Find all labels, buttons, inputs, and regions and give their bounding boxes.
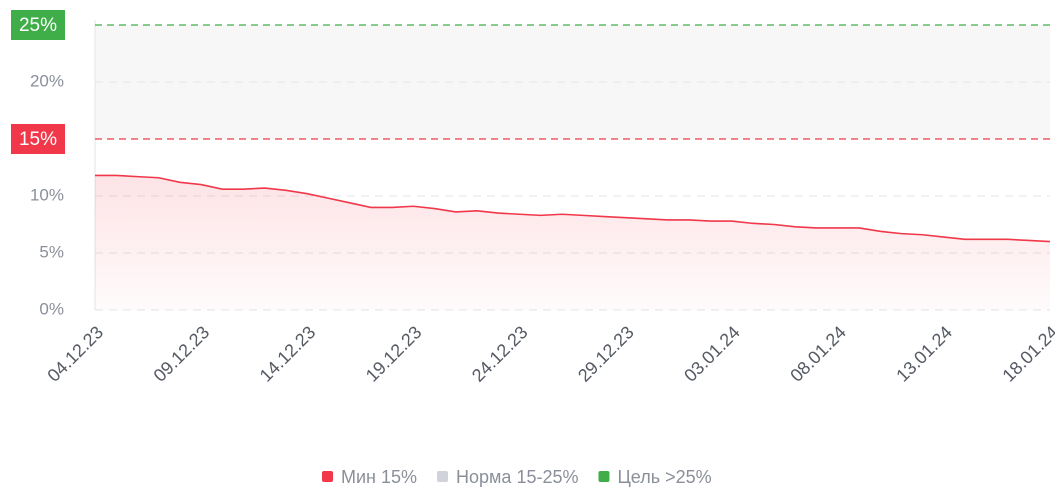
x-tick-label: 18.01.24: [998, 322, 1055, 386]
x-tick-label: 24.12.23: [468, 322, 532, 386]
legend-label: Норма 15-25%: [456, 467, 578, 487]
reference-badge: [11, 10, 65, 40]
reference-label: 25%: [19, 15, 57, 36]
legend-label: Цель >25%: [617, 467, 711, 487]
y-tick-label: 0%: [39, 299, 64, 318]
area: [95, 175, 1050, 310]
reference-badge: [11, 124, 65, 154]
x-tick-label: 13.01.24: [892, 322, 956, 386]
line: [95, 174, 1051, 243]
x-tick-label: 08.01.24: [786, 322, 850, 386]
legend-label: Мин 15%: [341, 467, 417, 487]
x-tick-label: 14.12.23: [256, 322, 320, 386]
y-tick-label: 20%: [30, 71, 64, 90]
legend-swatch: [437, 471, 449, 482]
x-tick-label: 03.01.24: [680, 322, 744, 386]
x-tick-label: 04.12.23: [43, 322, 107, 386]
y-tick-label: 5%: [39, 242, 64, 261]
x-tick-label: 09.12.23: [150, 322, 214, 386]
legend-swatch: [598, 471, 610, 482]
legend-swatch: [322, 471, 333, 482]
x-tick-label: 29.12.23: [574, 322, 638, 386]
y-tick-label: 10%: [30, 185, 64, 204]
reference-label: 15%: [19, 129, 57, 150]
x-tick-label: 19.12.23: [362, 322, 426, 386]
